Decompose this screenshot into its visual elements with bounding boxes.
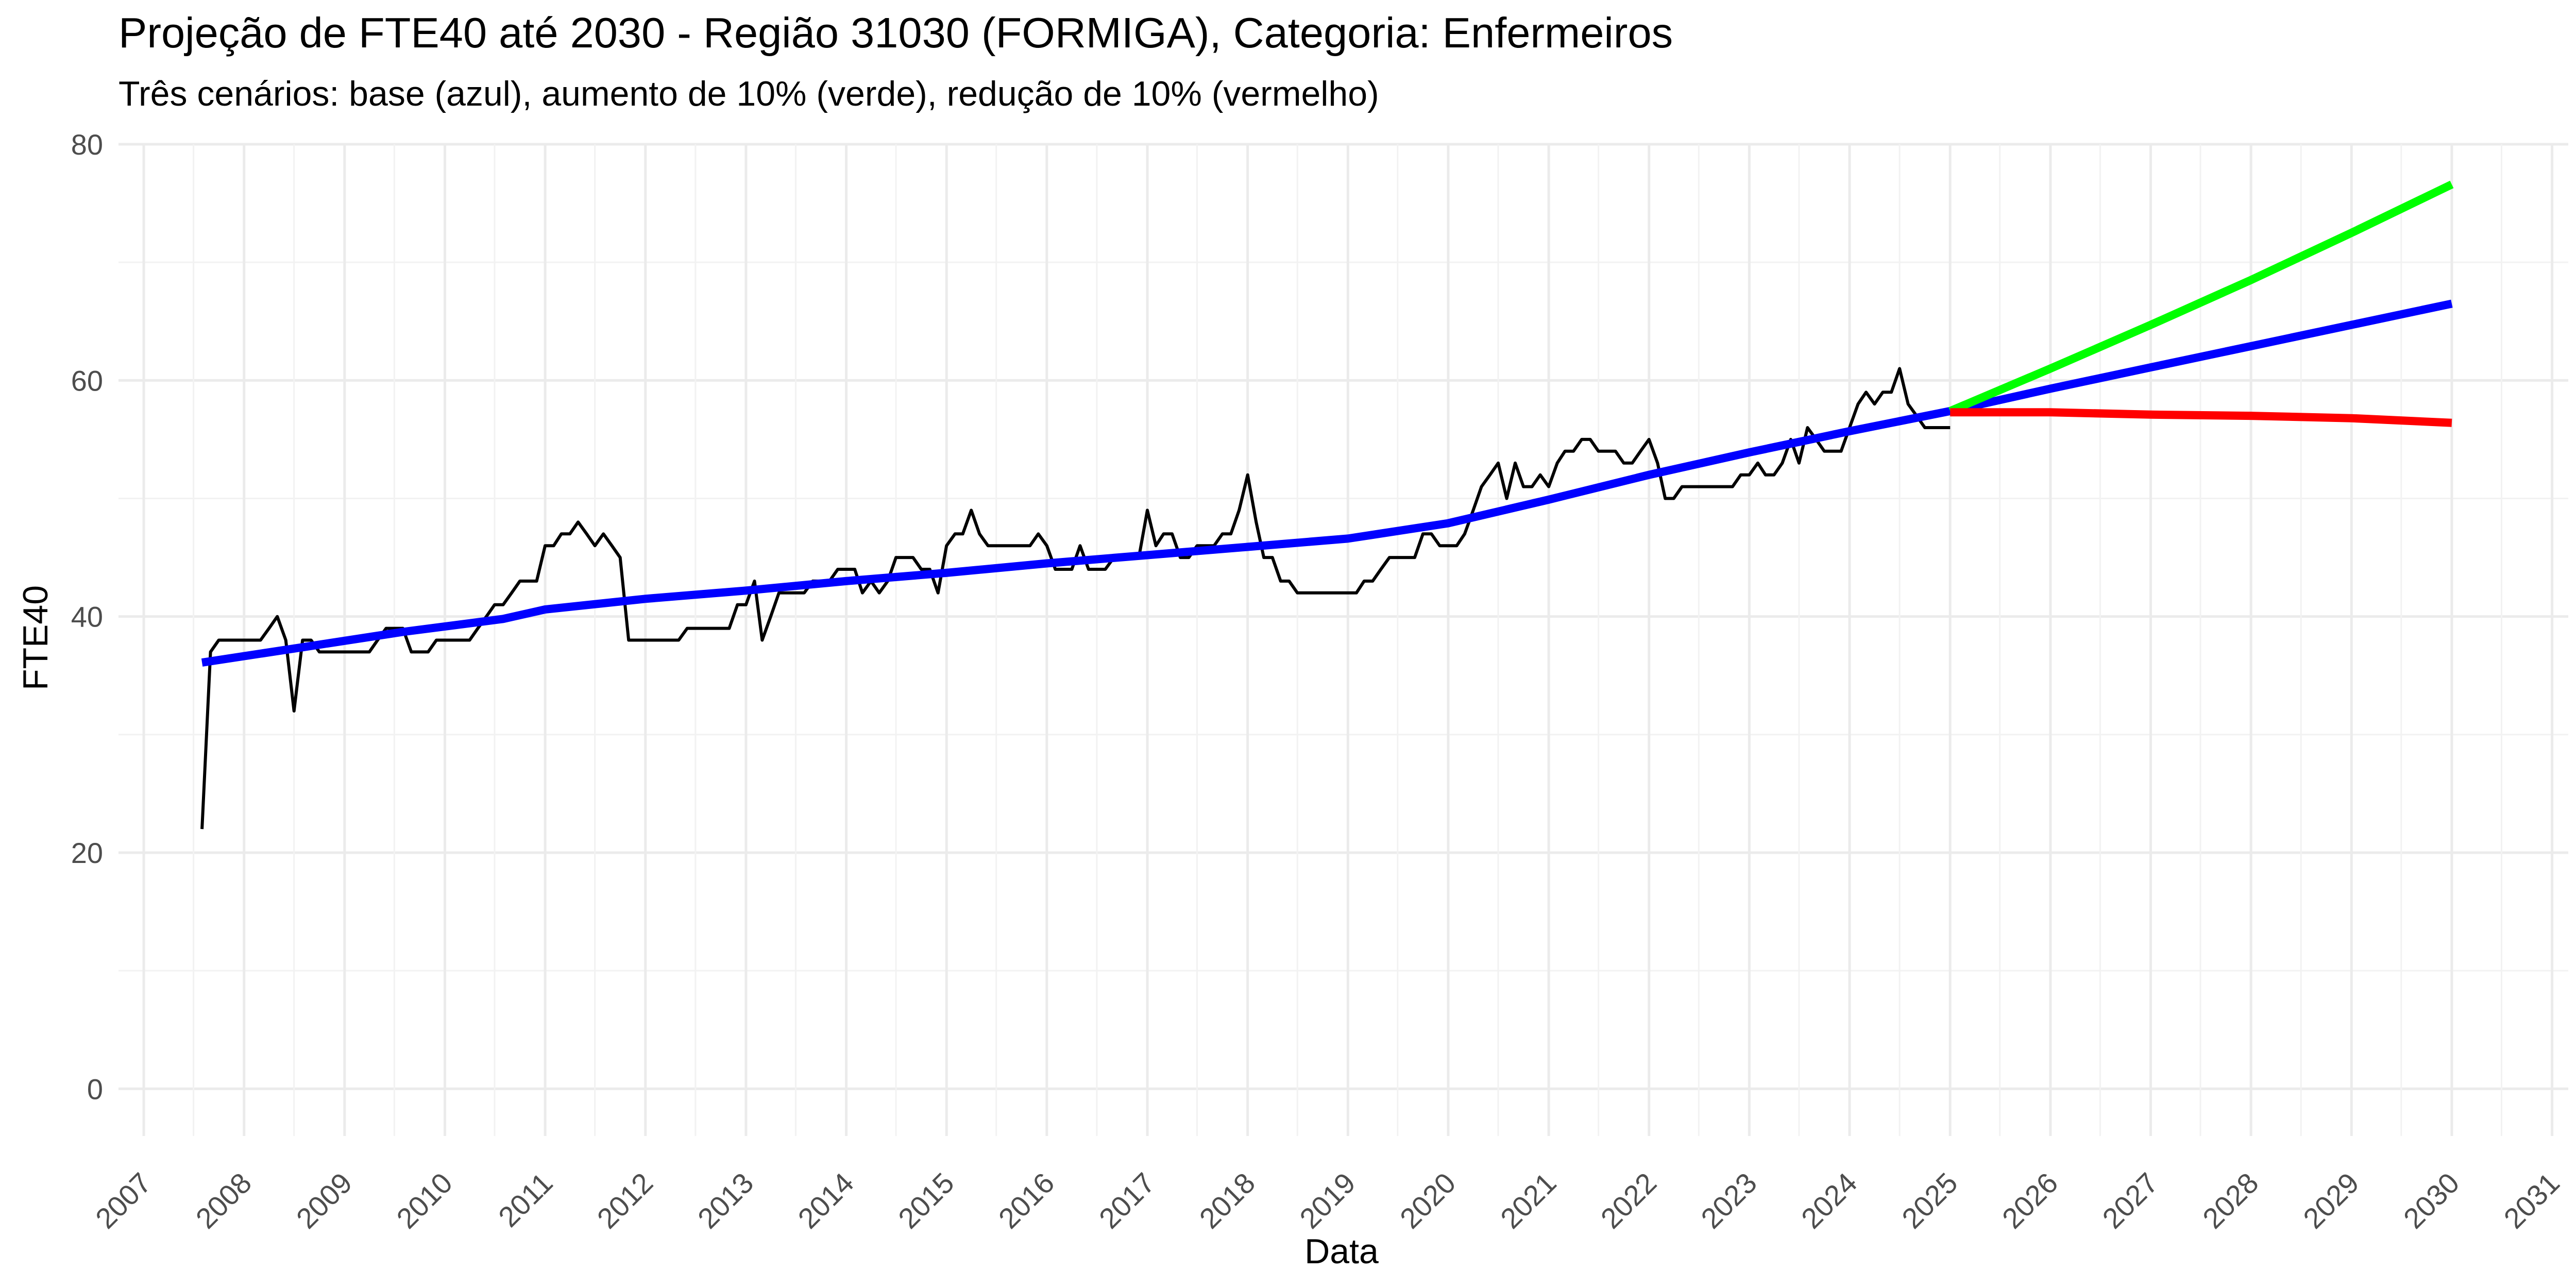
- x-tick-label: 2018: [1193, 1166, 1262, 1235]
- x-tick-label: 2028: [2196, 1166, 2265, 1235]
- x-tick-label: 2013: [691, 1166, 760, 1235]
- x-tick-label: 2024: [1795, 1166, 1863, 1235]
- x-tick-label: 2026: [1996, 1166, 2064, 1235]
- x-tick-label: 2025: [1895, 1166, 1964, 1235]
- base-scenario-line: [201, 299, 2453, 667]
- y-tick-label: 20: [71, 837, 103, 869]
- chart-title: Projeção de FTE40 até 2030 - Região 3103…: [118, 9, 1673, 57]
- observed-series-line: [200, 367, 1951, 829]
- x-tick-label: 2023: [1694, 1166, 1763, 1235]
- x-tick-label: 2019: [1293, 1166, 1362, 1235]
- x-axis-ticks: 2007 2008 2009 2010 2011 2012 2013 2014 2015 2016…: [89, 1166, 2566, 1235]
- x-tick-label: 2017: [1093, 1166, 1161, 1235]
- x-tick-label: 2012: [591, 1166, 659, 1235]
- x-tick-label: 2011: [492, 1166, 559, 1233]
- y-tick-label: 60: [71, 364, 103, 397]
- x-tick-label: 2009: [290, 1166, 359, 1235]
- decrease-scenario-line: [1950, 408, 2452, 427]
- x-tick-label: 2021: [1494, 1166, 1563, 1235]
- series-lines: [200, 180, 2454, 829]
- x-tick-label: 2010: [390, 1166, 459, 1235]
- x-tick-label: 2031: [2497, 1166, 2566, 1235]
- y-tick-label: 0: [87, 1073, 103, 1105]
- x-axis-title: Data: [1304, 1232, 1379, 1271]
- x-tick-label: 2030: [2397, 1166, 2466, 1235]
- x-tick-label: 2016: [992, 1166, 1061, 1235]
- increase-scenario-line: [1948, 180, 2454, 415]
- y-tick-label: 80: [71, 128, 103, 161]
- y-tick-label: 40: [71, 601, 103, 633]
- y-axis-ticks: 0 20 40 60 80: [71, 128, 103, 1105]
- x-tick-label: 2027: [2096, 1166, 2164, 1235]
- x-tick-label: 2008: [190, 1166, 258, 1235]
- x-tick-label: 2014: [791, 1166, 860, 1235]
- chart-subtitle: Três cenários: base (azul), aumento de 1…: [118, 74, 1379, 113]
- x-tick-label: 2022: [1595, 1166, 1663, 1235]
- y-axis-title: FTE40: [16, 585, 55, 690]
- x-tick-label: 2007: [89, 1166, 158, 1235]
- x-tick-label: 2015: [892, 1166, 960, 1235]
- x-tick-label: 2020: [1394, 1166, 1462, 1235]
- x-tick-label: 2029: [2297, 1166, 2365, 1235]
- grid-lines: [118, 143, 2568, 1136]
